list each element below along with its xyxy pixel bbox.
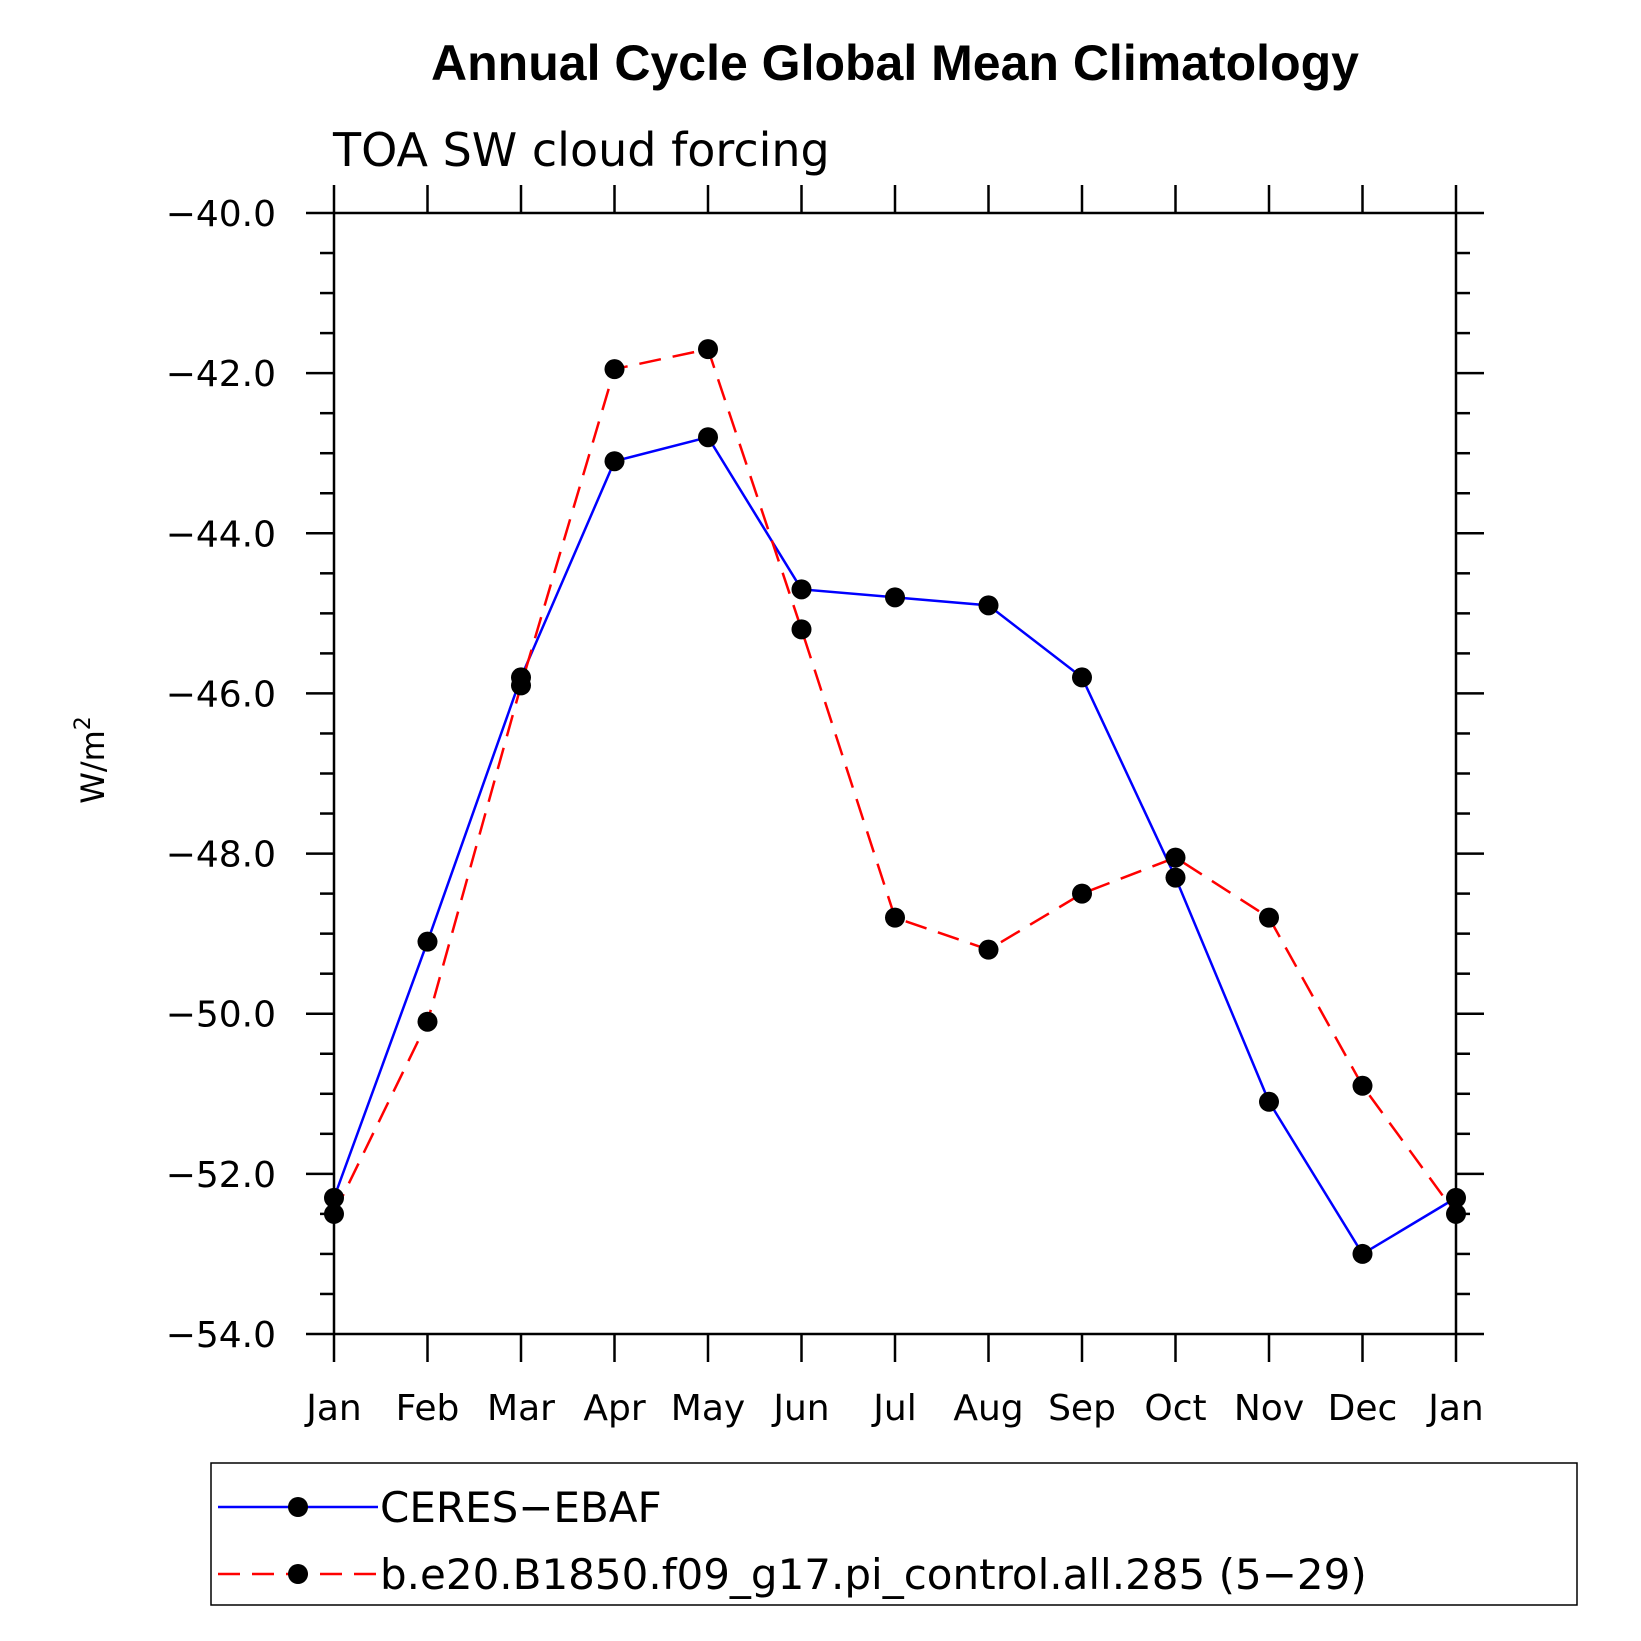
- y-tick-label: −42.0: [166, 354, 276, 395]
- x-tick-label: Nov: [1234, 1388, 1304, 1429]
- y-axis-label-text: W/m: [74, 730, 112, 804]
- data-point-series-0: [604, 451, 625, 472]
- data-point-series-1: [791, 619, 812, 640]
- legend-marker-ceres: [288, 1497, 308, 1517]
- data-point-series-0: [698, 427, 718, 448]
- x-tick-labels: Jan Feb Mar Apr May Jun Jul Aug Sep Oct Nov Dec Jan: [304, 1388, 1484, 1429]
- y-axis-label-superscript: 2: [71, 716, 96, 730]
- data-point-series-1: [1352, 1075, 1373, 1096]
- data-point-series-1: [885, 907, 905, 928]
- legend-marker-model: [288, 1564, 308, 1584]
- x-tick-label: May: [671, 1388, 745, 1429]
- series: [324, 339, 1466, 1264]
- x-tick-label: Feb: [396, 1388, 460, 1429]
- axis-ticks: [306, 185, 1484, 1362]
- y-tick-labels: −40.0 −42.0 −44.0 −46.0 −48.0 −50.0 −52.0 −54.0: [166, 194, 276, 1356]
- data-point-series-1: [1259, 907, 1279, 928]
- x-tick-label: Jan: [1426, 1388, 1484, 1429]
- legend-label-model: b.e20.B1850.f09_g17.pi_control.all.285 (…: [380, 1550, 1367, 1599]
- x-tick-label: Apr: [583, 1388, 645, 1429]
- data-point-series-0: [1259, 1091, 1279, 1112]
- data-point-series-0: [885, 587, 905, 608]
- axes: [332, 211, 1458, 1336]
- legend-box: [210, 1462, 1578, 1606]
- data-point-series-1: [1165, 847, 1186, 868]
- data-point-series-0: [978, 595, 999, 616]
- data-point-series-1: [1446, 1203, 1466, 1224]
- legend: CERES−EBAF b.e20.B1850.f09_g17.pi_contro…: [210, 1462, 1578, 1606]
- data-point-series-0: [324, 1187, 344, 1208]
- x-tick-label: Dec: [1328, 1388, 1398, 1429]
- chart-subtitle: TOA SW cloud forcing: [332, 123, 830, 177]
- x-tick-label: Sep: [1048, 1388, 1116, 1429]
- data-point-series-1: [604, 359, 625, 380]
- y-tick-label: −40.0: [166, 194, 276, 235]
- y-tick-label: −48.0: [166, 835, 276, 876]
- x-tick-label: Oct: [1144, 1388, 1206, 1429]
- data-point-series-0: [791, 579, 812, 600]
- data-point-series-1: [698, 339, 718, 360]
- x-tick-label: Jun: [771, 1388, 829, 1429]
- data-point-series-0: [1072, 667, 1092, 688]
- data-point-series-0: [1165, 867, 1186, 888]
- y-tick-label: −52.0: [166, 1155, 276, 1196]
- y-tick-label: −44.0: [166, 514, 276, 555]
- y-tick-label: −54.0: [166, 1315, 276, 1356]
- data-point-series-0: [1352, 1243, 1373, 1264]
- x-tick-label: Mar: [487, 1388, 555, 1429]
- chart-title: Annual Cycle Global Mean Climatology: [431, 35, 1359, 91]
- series-line-0: [332, 435, 1457, 1256]
- x-tick-label: Jul: [871, 1388, 916, 1429]
- x-tick-label: Jan: [304, 1388, 362, 1429]
- y-tick-label: −50.0: [166, 995, 276, 1036]
- data-point-series-0: [1446, 1187, 1466, 1208]
- x-tick-label: Aug: [953, 1388, 1023, 1429]
- data-point-series-1: [978, 939, 999, 960]
- legend-label-ceres: CERES−EBAF: [380, 1483, 662, 1532]
- series-line-1: [332, 347, 1458, 1215]
- data-point-series-0: [417, 931, 438, 952]
- data-point-series-1: [1072, 883, 1092, 904]
- plot-frame: [332, 211, 1458, 1336]
- y-tick-label: −46.0: [166, 674, 276, 715]
- data-point-series-1: [511, 675, 531, 696]
- y-axis-label: W/m2: [71, 716, 112, 804]
- data-point-series-1: [417, 1011, 438, 1032]
- data-point-series-1: [324, 1203, 344, 1224]
